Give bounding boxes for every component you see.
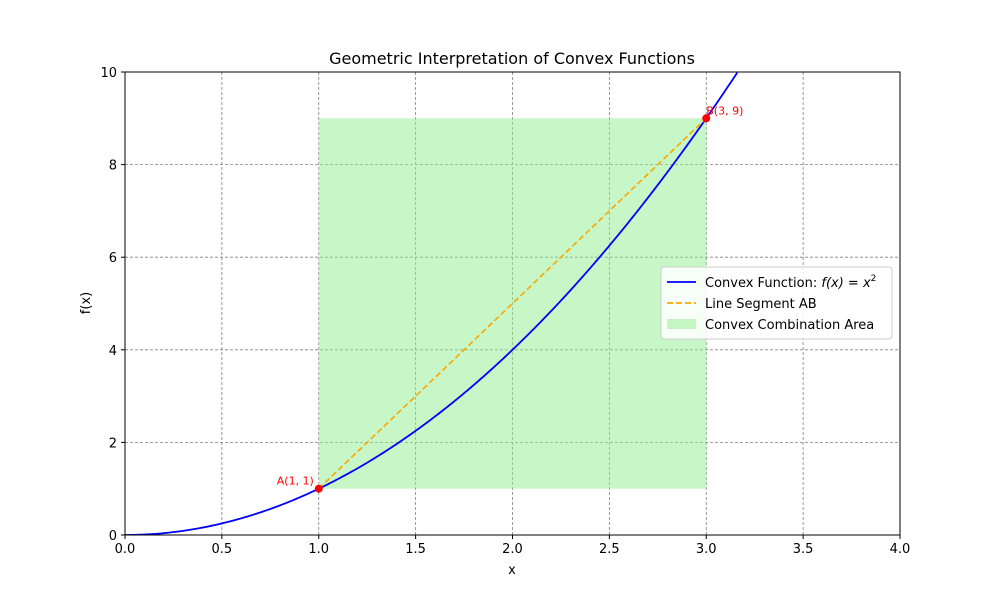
x-tick-label: 2.5 — [599, 542, 620, 557]
convex-function-line — [125, 72, 738, 535]
series-lines — [125, 72, 738, 535]
x-tick-label: 1.5 — [405, 542, 426, 557]
point-marker — [314, 484, 323, 493]
legend-label: Line Segment AB — [705, 297, 817, 312]
x-tick-label: 4.0 — [890, 542, 911, 557]
point-label: A(1, 1) — [277, 475, 314, 488]
y-tick-label: 2 — [109, 436, 117, 451]
x-axis-label: x — [508, 563, 516, 578]
point-marker — [702, 114, 711, 123]
line-segment-ab — [318, 117, 707, 490]
highlighted-points: A(1, 1) B(3, 9) — [277, 104, 743, 493]
y-tick-label: 10 — [100, 66, 117, 81]
legend-label: Convex Function: f(x) = x2 — [705, 274, 876, 291]
y-tick-label: 8 — [109, 159, 117, 174]
axis-ticks: 0.0 0.5 1.0 1.5 2.0 2.5 3.0 3.5 4.0 0 2 4 6 8 10 — [100, 66, 910, 557]
x-tick-label: 3.5 — [793, 542, 814, 557]
y-tick-label: 0 — [109, 529, 117, 544]
legend-box — [660, 266, 893, 340]
y-axis-label: f(x) — [79, 292, 94, 314]
x-tick-label: 0.0 — [115, 542, 136, 557]
x-tick-label: 1.0 — [308, 542, 329, 557]
chart-title: Geometric Interpretation of Convex Funct… — [329, 49, 695, 68]
x-tick-label: 0.5 — [212, 542, 233, 557]
legend-label: Convex Combination Area — [705, 318, 874, 333]
legend-swatch-area — [667, 319, 696, 329]
legend: Convex Function: f(x) = x2 Line Segment A… — [660, 266, 893, 340]
x-tick-label: 3.0 — [696, 542, 717, 557]
point-label: B(3, 9) — [706, 104, 743, 117]
x-tick-label: 2.0 — [502, 542, 523, 557]
y-tick-label: 6 — [109, 251, 117, 266]
y-tick-label: 4 — [109, 344, 117, 359]
